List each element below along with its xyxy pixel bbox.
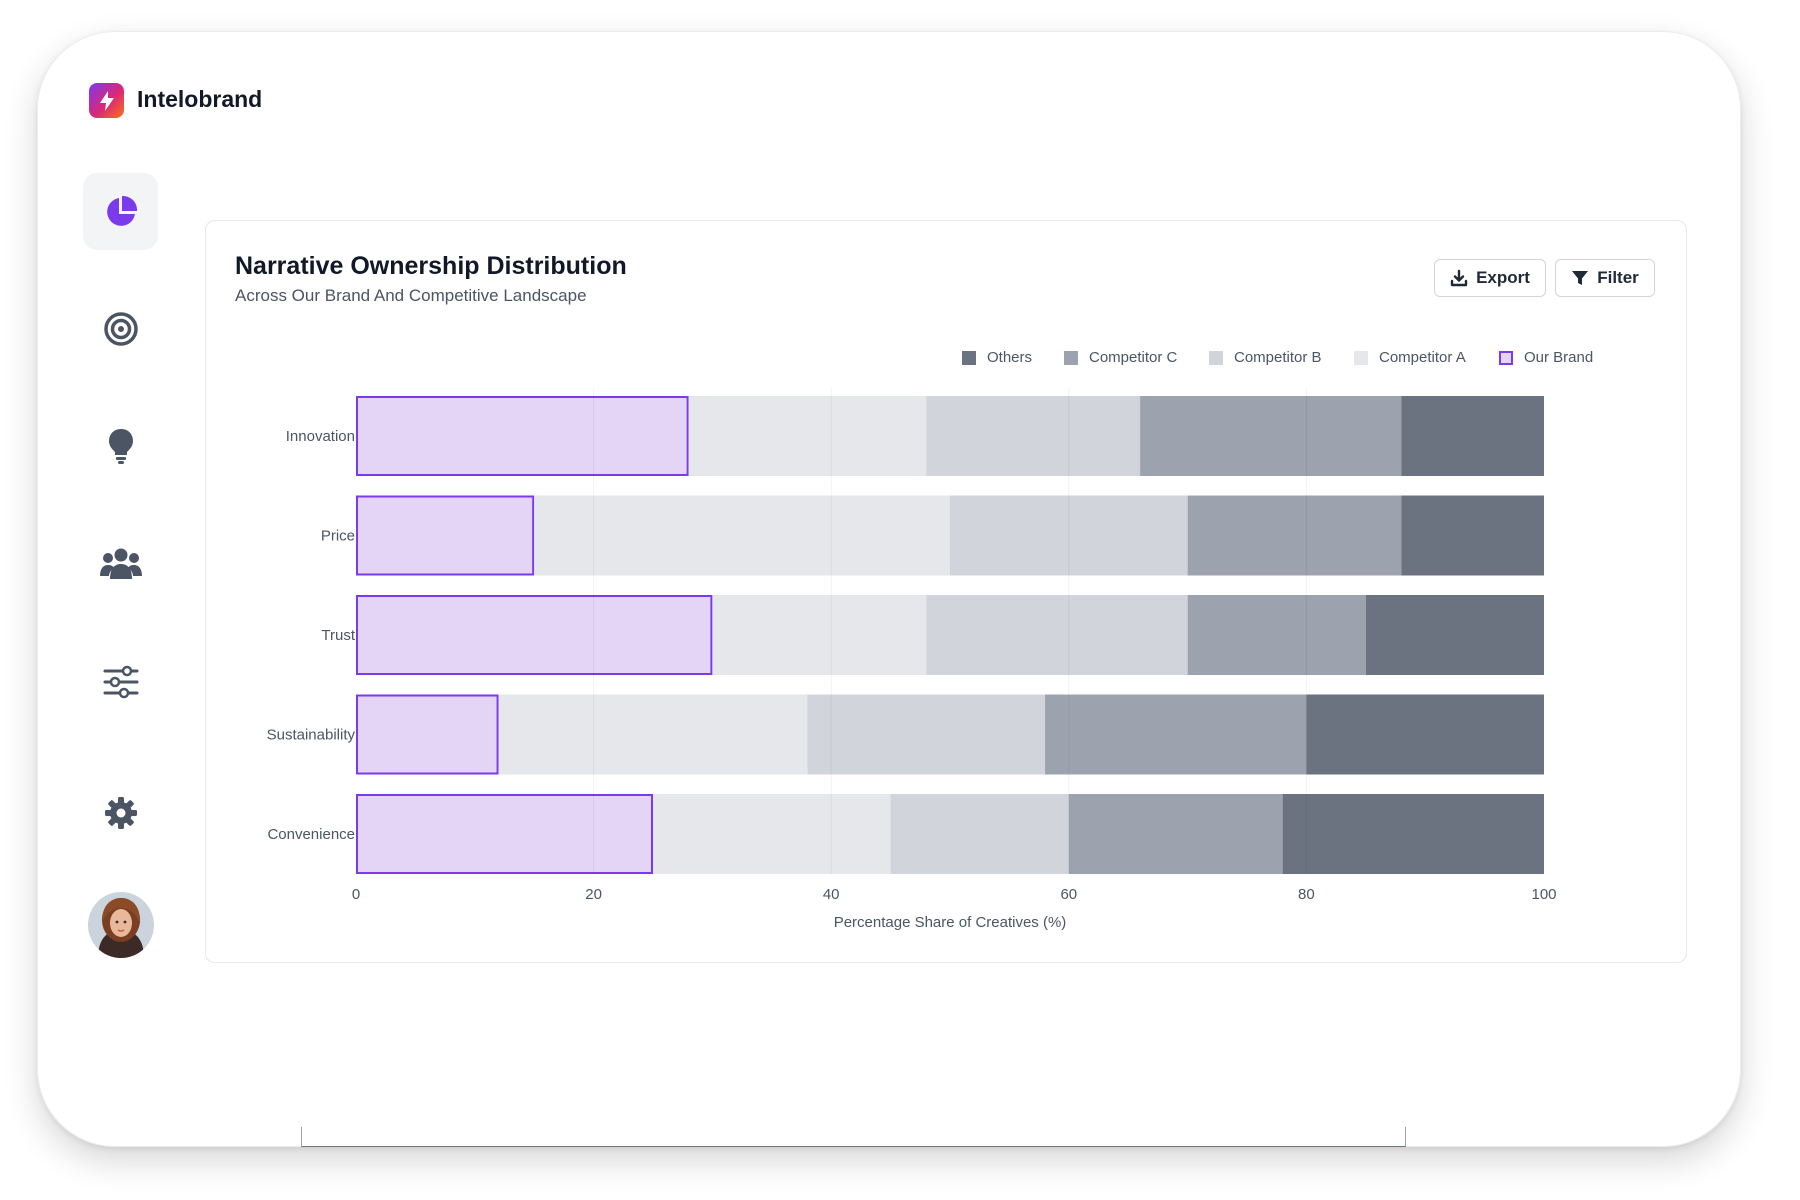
bar-competitor-c-innovation (1140, 396, 1402, 476)
x-tick-label: 20 (585, 886, 602, 903)
filter-icon (1572, 271, 1589, 285)
bar-competitor-a-convenience (653, 794, 891, 874)
y-tick-label: Convenience (267, 826, 355, 843)
target-icon (103, 311, 138, 346)
bar-others-trust (1365, 595, 1544, 675)
y-tick-label: Innovation (286, 428, 355, 445)
x-tick-label: 60 (1060, 886, 1077, 903)
sidebar-item-dashboard[interactable] (83, 173, 158, 250)
legend-label: Others (987, 349, 1033, 366)
legend-swatch (1354, 350, 1368, 365)
x-tick-label: 40 (823, 886, 840, 903)
legend-label: Our Brand (1524, 349, 1594, 366)
user-photo (88, 892, 154, 958)
bar-competitor-c-sustainability (1045, 694, 1307, 775)
bar-competitor-b-trust (926, 595, 1188, 675)
pie-chart-icon (106, 195, 137, 226)
export-label: Export (1476, 268, 1530, 287)
bar-competitor-b-price (950, 495, 1188, 576)
sidebar-item-insights[interactable] (83, 407, 158, 484)
bar-others-sustainability (1306, 694, 1544, 775)
lightning-icon (99, 90, 114, 111)
bar-others-price (1401, 495, 1544, 576)
sidebar-item-settings[interactable] (83, 774, 158, 851)
bar-our-brand-price (356, 495, 535, 576)
legend-label: Competitor B (1234, 349, 1322, 366)
page-title: Narrative Ownership Distribution (235, 252, 627, 280)
bar-our-brand-trust (356, 595, 713, 675)
legend-swatch (1499, 350, 1513, 365)
bar-competitor-c-convenience (1068, 794, 1283, 874)
bar-others-innovation (1401, 396, 1544, 476)
legend-item-our-brand: Our Brand (1499, 349, 1593, 366)
y-tick-label: Trust (321, 627, 355, 644)
x-tick-label: 100 (1531, 886, 1556, 903)
sidebar-item-audience[interactable] (83, 524, 158, 601)
lightbulb-icon (108, 428, 133, 464)
filter-label: Filter (1597, 268, 1639, 287)
y-tick-label: Sustainability (267, 727, 356, 744)
download-icon (1450, 269, 1468, 287)
export-button[interactable]: Export (1434, 259, 1546, 297)
legend-label: Competitor A (1379, 349, 1466, 366)
bar-our-brand-innovation (356, 396, 689, 476)
bar-competitor-a-price (534, 495, 950, 576)
avatar[interactable] (88, 892, 154, 958)
filter-button[interactable]: Filter (1555, 259, 1655, 297)
legend-swatch (1209, 350, 1223, 365)
y-tick-label: Price (321, 528, 355, 545)
x-tick-label: 0 (352, 886, 360, 903)
legend-swatch (1064, 350, 1078, 365)
bar-competitor-a-innovation (688, 396, 927, 476)
x-axis-label: Percentage Share of Creatives (%) (834, 914, 1067, 931)
legend-item-competitor-c: Competitor C (1064, 349, 1177, 366)
x-tick-label: 80 (1298, 886, 1315, 903)
page-subtitle: Across Our Brand And Competitive Landsca… (235, 286, 587, 305)
bar-our-brand-convenience (356, 794, 653, 874)
legend-item-competitor-a: Competitor A (1354, 349, 1466, 366)
legend-swatch (962, 350, 976, 365)
sidebar-item-goals[interactable] (83, 290, 158, 367)
bar-competitor-c-trust (1187, 595, 1366, 675)
home-indicator-bar (301, 1127, 1406, 1147)
sidebar-item-adjustments[interactable] (83, 643, 158, 720)
sliders-icon (103, 665, 138, 698)
bar-others-convenience (1282, 794, 1544, 874)
bar-competitor-a-sustainability (498, 694, 808, 775)
bar-competitor-b-sustainability (807, 694, 1046, 775)
bar-our-brand-sustainability (356, 694, 499, 775)
bar-competitor-b-convenience (890, 794, 1069, 874)
users-icon (99, 548, 142, 579)
gear-icon (104, 796, 137, 829)
legend-label: Competitor C (1089, 349, 1178, 366)
bar-competitor-c-price (1187, 495, 1402, 576)
brand-logo[interactable] (89, 83, 124, 118)
legend-item-others: Others (962, 349, 1032, 366)
app-name: Intelobrand (137, 86, 263, 112)
bar-competitor-b-innovation (926, 396, 1141, 476)
bar-competitor-a-trust (712, 595, 927, 675)
legend-item-competitor-b: Competitor B (1209, 349, 1322, 366)
